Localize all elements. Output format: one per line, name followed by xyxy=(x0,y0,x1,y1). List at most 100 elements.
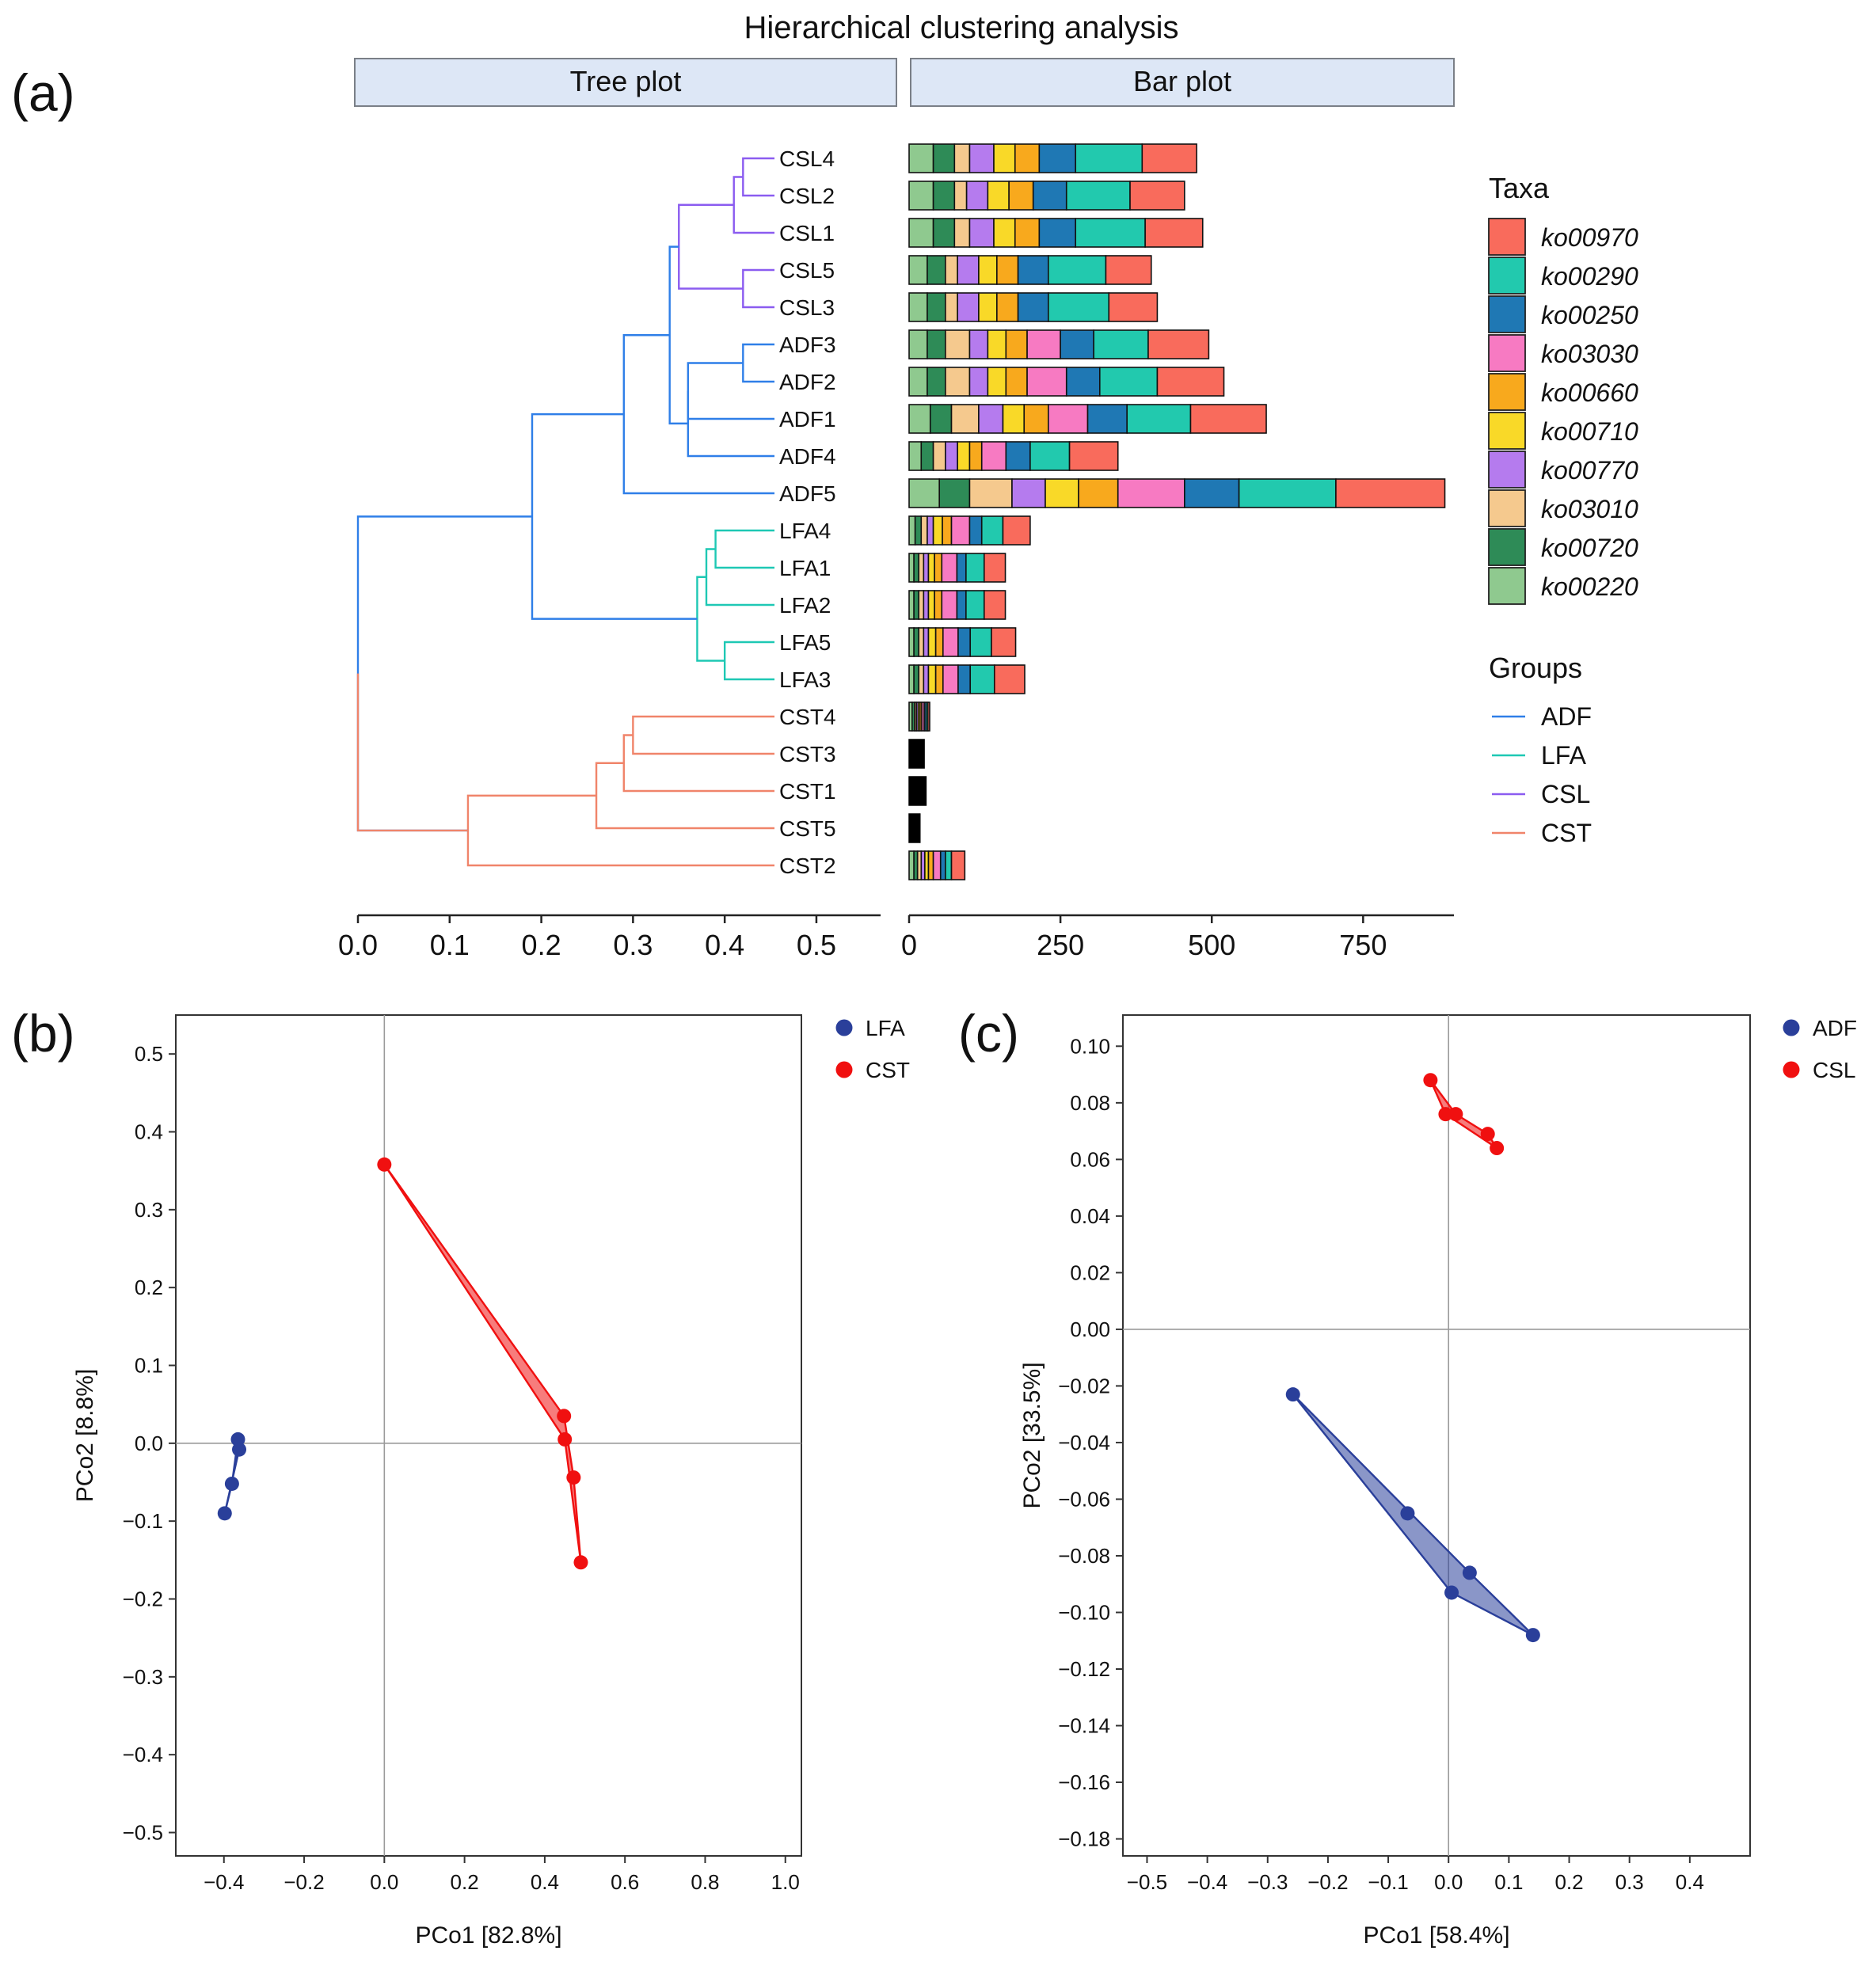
series-adf xyxy=(1285,1387,1540,1643)
legend-key-adf xyxy=(1783,1019,1800,1036)
panel-label-b: (b) xyxy=(11,1004,75,1063)
leaf-label-adf5: ADF5 xyxy=(779,481,836,506)
bar-segment-csl5-ko00290 xyxy=(1048,255,1107,285)
bar-row-lfa1 xyxy=(908,553,1006,583)
x-tick-label-6: 0.1 xyxy=(1494,1870,1523,1894)
bar-segment-adf5-ko03030 xyxy=(1117,478,1185,508)
bar-segment-adf2-ko00660 xyxy=(1005,367,1028,397)
legend-key-lfa xyxy=(835,1019,853,1036)
dendrogram-branch-13 xyxy=(531,413,698,620)
bar-segment-csl2-ko00660 xyxy=(1008,181,1034,211)
bar-segment-csl4-ko03010 xyxy=(953,143,971,173)
taxa-legend-key-ko00710 xyxy=(1488,412,1526,450)
bar-segment-lfa4-ko00720 xyxy=(914,515,923,546)
bar-segment-lfa4-ko03030 xyxy=(950,515,971,546)
leaf-label-adf2: ADF2 xyxy=(779,370,836,394)
stacked-bar-chart: 0 250 500 750 xyxy=(901,143,1454,961)
y-tick-label-4: 0.02 xyxy=(1070,1260,1110,1284)
bar-segment-lfa3-ko00660 xyxy=(934,664,944,694)
dendrogram-branch-6 xyxy=(687,390,774,458)
bar-segment-lfa5-ko03030 xyxy=(942,627,959,657)
bar-x-tick-label-1: 250 xyxy=(1037,929,1084,961)
bar-segment-csl5-ko00770 xyxy=(957,255,980,285)
bar-segment-lfa4-ko03010 xyxy=(920,515,928,546)
bar-row-lfa4 xyxy=(908,515,1031,546)
bar-segment-cst2-ko00660 xyxy=(927,850,934,880)
bar-row-csl5 xyxy=(908,255,1152,285)
bar-segment-cst2-ko00250 xyxy=(939,850,946,880)
dendrogram-branch-0 xyxy=(742,157,774,197)
bar-segment-adf3-ko00710 xyxy=(987,329,1007,359)
legend-label-lfa: LFA xyxy=(866,1016,905,1040)
taxa-legend-key-ko00720 xyxy=(1488,528,1526,566)
bar-segment-lfa5-ko00220 xyxy=(908,627,915,657)
bar-cst1 xyxy=(908,776,927,806)
taxa-legend-key-ko00290 xyxy=(1488,257,1526,295)
bar-segment-csl4-ko00720 xyxy=(932,143,956,173)
bar-segment-adf5-ko00720 xyxy=(938,478,971,508)
bar-segment-lfa1-ko03030 xyxy=(941,553,958,583)
bar-segment-lfa4-ko00220 xyxy=(908,515,916,546)
strip-tree: Tree plot xyxy=(354,58,897,107)
bar-segment-lfa4-ko00770 xyxy=(927,515,934,546)
x-tick-label-4: −0.1 xyxy=(1368,1870,1408,1894)
point-cst-3 xyxy=(566,1470,581,1485)
dendrogram: CSL4 CSL2 CSL1 CSL5 CSL3 ADF3 ADF2 ADF1 ADF4 ADF5… xyxy=(338,146,881,961)
strip-bar-label: Bar plot xyxy=(1133,65,1231,97)
y-tick-label-10: −0.10 xyxy=(1058,1600,1110,1624)
bar-x-tick-label-0: 0 xyxy=(901,929,917,961)
panel-label-a: (a) xyxy=(11,63,75,122)
taxa-legend-key-ko00250 xyxy=(1488,295,1526,333)
bar-segment-adf3-ko00970 xyxy=(1147,329,1210,359)
bar-segment-adf5-ko00220 xyxy=(908,478,941,508)
bar-segment-lfa3-ko03030 xyxy=(942,664,959,694)
bar-segment-csl4-ko00250 xyxy=(1038,143,1077,173)
plot-frame xyxy=(1122,1014,1751,1857)
dendrogram-branch-18 xyxy=(356,515,532,832)
taxa-legend-key-ko00660 xyxy=(1488,373,1526,411)
bar-segment-adf1-ko00970 xyxy=(1189,404,1267,434)
point-adf-1 xyxy=(1400,1506,1415,1521)
bar-row-cst1 xyxy=(908,776,927,806)
tree-x-tick-label-2: 0.2 xyxy=(522,929,561,961)
bar-segment-lfa3-ko00720 xyxy=(913,664,920,694)
taxa-legend-title: Taxa xyxy=(1489,172,1550,204)
bar-segment-lfa5-ko00710 xyxy=(927,627,937,657)
point-cst-0 xyxy=(377,1157,392,1172)
leaf-label-lfa2: LFA2 xyxy=(779,593,831,618)
dendrogram-branch-16 xyxy=(595,762,774,830)
point-csl-2 xyxy=(1448,1107,1463,1122)
taxa-legend-label-ko00290: ko00290 xyxy=(1541,262,1638,291)
bar-segment-csl3-ko00220 xyxy=(908,292,928,322)
bar-segment-adf4-ko00710 xyxy=(957,441,971,471)
bar-row-lfa3 xyxy=(908,664,1026,694)
taxa-legend-label-ko00970: ko00970 xyxy=(1541,223,1638,252)
taxa-legend-key-ko00220 xyxy=(1488,567,1526,605)
y-tick-label-8: −0.3 xyxy=(123,1665,163,1689)
series-lfa xyxy=(217,1432,247,1521)
bar-segment-adf1-ko00290 xyxy=(1126,404,1192,434)
y-tick-label-2: 0.06 xyxy=(1070,1147,1110,1171)
bar-segment-lfa3-ko00970 xyxy=(993,664,1026,694)
legend-key-cst xyxy=(835,1061,853,1078)
dendrogram-branch-15 xyxy=(622,734,774,793)
point-adf-4 xyxy=(1525,1628,1540,1643)
bar-segment-adf2-ko00970 xyxy=(1156,367,1225,397)
bar-segment-lfa3-ko00770 xyxy=(923,664,930,694)
bar-segment-csl2-ko00970 xyxy=(1129,181,1185,211)
taxa-legend-label-ko03010: ko03010 xyxy=(1541,495,1638,523)
bar-segment-adf2-ko00710 xyxy=(987,367,1007,397)
bar-segment-csl5-ko00660 xyxy=(996,255,1019,285)
bar-segment-lfa1-ko03010 xyxy=(918,553,925,583)
bar-segment-cst2-ko00290 xyxy=(945,850,953,880)
bar-segment-adf1-ko00220 xyxy=(908,404,931,434)
bar-segment-cst2-ko03030 xyxy=(932,850,942,880)
bar-segment-adf1-ko03010 xyxy=(950,404,980,434)
dendrogram-branch-5 xyxy=(687,362,774,420)
dendrogram-branch-8 xyxy=(622,334,774,495)
bar-x-tick-label-2: 500 xyxy=(1188,929,1235,961)
series-csl xyxy=(1423,1073,1505,1156)
x-tick-label-6: 0.8 xyxy=(691,1870,719,1894)
leaf-label-lfa1: LFA1 xyxy=(779,556,831,580)
